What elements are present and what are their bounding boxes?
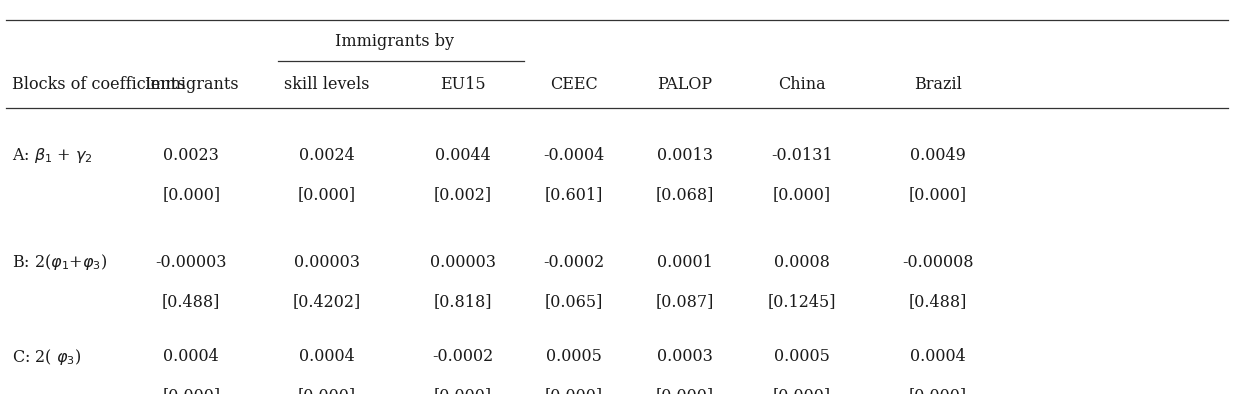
Text: [0.000]: [0.000] [908, 186, 967, 204]
Text: [0.002]: [0.002] [433, 186, 492, 204]
Text: 0.0024: 0.0024 [299, 147, 355, 164]
Text: [0.488]: [0.488] [162, 293, 221, 310]
Text: 0.0004: 0.0004 [299, 348, 355, 365]
Text: 0.0001: 0.0001 [656, 253, 713, 271]
Text: C: 2( $\varphi_{3}$): C: 2( $\varphi_{3}$) [12, 347, 81, 366]
Text: -0.00008: -0.00008 [902, 253, 974, 271]
Text: 0.0049: 0.0049 [909, 147, 966, 164]
Text: -0.0002: -0.0002 [432, 348, 494, 365]
Text: Immigrants by: Immigrants by [336, 33, 454, 50]
Text: PALOP: PALOP [658, 76, 712, 93]
Text: China: China [779, 76, 826, 93]
Text: Blocks of coefficients: Blocks of coefficients [12, 76, 186, 93]
Text: [0.1245]: [0.1245] [768, 293, 837, 310]
Text: 0.0003: 0.0003 [656, 348, 713, 365]
Text: [0.000]: [0.000] [655, 387, 714, 394]
Text: 0.0013: 0.0013 [656, 147, 713, 164]
Text: [0.488]: [0.488] [908, 293, 967, 310]
Text: 0.0008: 0.0008 [774, 253, 830, 271]
Text: [0.818]: [0.818] [433, 293, 492, 310]
Text: B: 2($\varphi_{1}$+$\varphi_{3}$): B: 2($\varphi_{1}$+$\varphi_{3}$) [12, 252, 107, 272]
Text: 0.00003: 0.00003 [294, 253, 360, 271]
Text: [0.000]: [0.000] [433, 387, 492, 394]
Text: 0.0004: 0.0004 [163, 348, 220, 365]
Text: A: $\beta_{1}$ + $\gamma_{2}$: A: $\beta_{1}$ + $\gamma_{2}$ [12, 146, 94, 165]
Text: [0.000]: [0.000] [772, 387, 832, 394]
Text: 0.0044: 0.0044 [434, 147, 491, 164]
Text: [0.000]: [0.000] [297, 387, 357, 394]
Text: EU15: EU15 [441, 76, 485, 93]
Text: 0.0023: 0.0023 [163, 147, 220, 164]
Text: skill levels: skill levels [284, 76, 370, 93]
Text: [0.4202]: [0.4202] [292, 293, 362, 310]
Text: [0.000]: [0.000] [544, 387, 603, 394]
Text: 0.0005: 0.0005 [545, 348, 602, 365]
Text: [0.000]: [0.000] [772, 186, 832, 204]
Text: -0.0004: -0.0004 [543, 147, 605, 164]
Text: [0.000]: [0.000] [162, 387, 221, 394]
Text: [0.000]: [0.000] [297, 186, 357, 204]
Text: -0.0131: -0.0131 [771, 147, 833, 164]
Text: 0.00003: 0.00003 [429, 253, 496, 271]
Text: CEEC: CEEC [550, 76, 597, 93]
Text: [0.000]: [0.000] [162, 186, 221, 204]
Text: 0.0005: 0.0005 [774, 348, 830, 365]
Text: Brazil: Brazil [914, 76, 961, 93]
Text: [0.000]: [0.000] [908, 387, 967, 394]
Text: [0.087]: [0.087] [655, 293, 714, 310]
Text: [0.601]: [0.601] [544, 186, 603, 204]
Text: [0.068]: [0.068] [655, 186, 714, 204]
Text: -0.00003: -0.00003 [155, 253, 227, 271]
Text: -0.0002: -0.0002 [543, 253, 605, 271]
Text: [0.065]: [0.065] [544, 293, 603, 310]
Text: 0.0004: 0.0004 [909, 348, 966, 365]
Text: Immigrants: Immigrants [144, 76, 238, 93]
